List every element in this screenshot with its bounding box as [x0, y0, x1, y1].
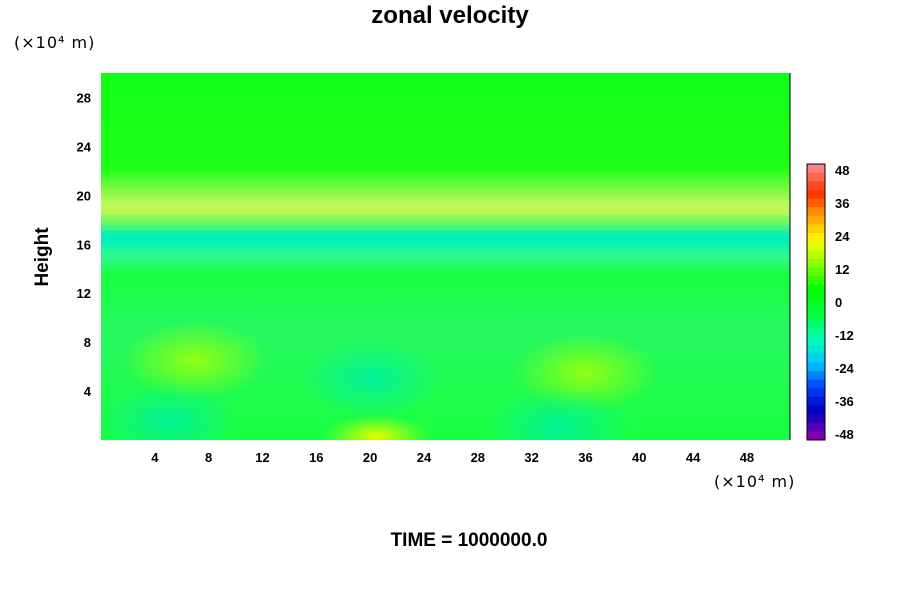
colorbar-segment — [807, 164, 825, 174]
x-tick-label: 48 — [740, 450, 754, 465]
colorbar-tick-label: -24 — [835, 361, 855, 376]
colorbar-tick-label: 48 — [835, 163, 849, 178]
time-annotation: TIME = 1000000.0 — [390, 530, 548, 551]
colorbar-tick-label: 0 — [835, 295, 842, 310]
colorbar-segment — [807, 362, 825, 372]
colorbar-segment — [807, 310, 825, 320]
colorbar-segment — [807, 431, 825, 441]
colorbar-segment — [807, 233, 825, 243]
x-axis-ticks: 4 8 12 16 20 24 28 32 36 40 44 48 — [151, 450, 754, 465]
colorbar-segment — [807, 379, 825, 389]
colorbar-segment — [807, 181, 825, 191]
colorbar-segment — [807, 267, 825, 277]
positive-blob-2 — [122, 321, 268, 400]
x-tick-label: 32 — [524, 450, 538, 465]
y-axis-unit: (×10⁴ m) — [14, 33, 96, 52]
positive-blob-4 — [322, 414, 432, 440]
colorbar-segment — [807, 327, 825, 337]
y-tick-label: 16 — [77, 237, 91, 252]
negative-band-1 — [101, 230, 790, 246]
negative-blob-7 — [485, 388, 632, 440]
colorbar-segment — [807, 319, 825, 329]
velocity-field — [101, 73, 790, 440]
x-tick-label: 8 — [205, 450, 212, 465]
colorbar-segment — [807, 414, 825, 424]
y-axis-ticks: 4 8 12 16 20 24 28 — [77, 90, 92, 399]
colorbar-segment — [807, 422, 825, 432]
colorbar-segment — [807, 276, 825, 286]
colorbar-segment — [807, 215, 825, 225]
colorbar-segment — [807, 241, 825, 251]
colorbar-segment — [807, 284, 825, 294]
colorbar-tick-label: 12 — [835, 262, 849, 277]
y-tick-label: 12 — [77, 286, 91, 301]
x-tick-label: 24 — [417, 450, 432, 465]
colorbar-segment — [807, 336, 825, 346]
colorbar-tick-label: -12 — [835, 328, 854, 343]
x-tick-label: 40 — [632, 450, 646, 465]
x-axis-unit: (×10⁴ m) — [714, 472, 796, 491]
colorbar-segment — [807, 198, 825, 208]
colorbar-segment — [807, 224, 825, 234]
colorbar-tick-label: 36 — [835, 196, 849, 211]
y-tick-label: 4 — [84, 384, 92, 399]
colorbar-segment — [807, 345, 825, 355]
negative-blob-6 — [101, 382, 241, 440]
colorbar-tick-label: -48 — [835, 427, 854, 442]
chart-title: zonal velocity — [371, 2, 529, 29]
colorbar-segment — [807, 371, 825, 381]
colorbar-segment — [807, 388, 825, 398]
colorbar-segment — [807, 353, 825, 363]
colorbar-tick-label: -36 — [835, 394, 854, 409]
colorbar-segment — [807, 207, 825, 217]
x-tick-label: 28 — [471, 450, 485, 465]
x-tick-label: 20 — [363, 450, 377, 465]
y-tick-label: 24 — [77, 139, 92, 154]
colorbar-segment — [807, 396, 825, 406]
positive-band-0 — [101, 200, 790, 215]
colorbar-segment — [807, 250, 825, 260]
colorbar-segment — [807, 258, 825, 268]
x-tick-label: 44 — [686, 450, 701, 465]
negative-blob-5 — [297, 339, 443, 418]
y-tick-label: 8 — [84, 335, 91, 350]
colorbar-tick-label: 24 — [835, 229, 850, 244]
colorbar: 48 36 24 12 0 -12 -24 -36 -48 — [806, 163, 855, 442]
y-tick-label: 28 — [77, 90, 91, 105]
colorbar-segment — [807, 172, 825, 182]
x-tick-label: 36 — [578, 450, 592, 465]
x-tick-label: 4 — [151, 450, 159, 465]
colorbar-segment — [807, 189, 825, 199]
y-tick-label: 20 — [77, 188, 91, 203]
colorbar-segment — [807, 405, 825, 415]
x-tick-label: 12 — [255, 450, 269, 465]
colorbar-segment — [807, 293, 825, 303]
x-tick-label: 16 — [309, 450, 323, 465]
colorbar-segment — [807, 302, 825, 312]
